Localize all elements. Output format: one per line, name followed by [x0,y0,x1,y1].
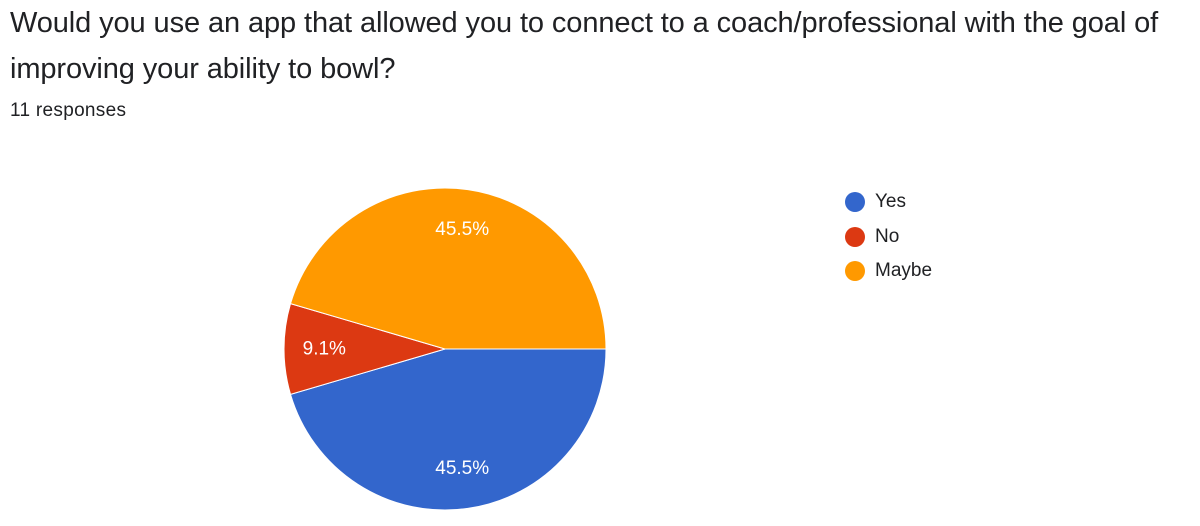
response-count: 11 responses [10,100,127,121]
pie-slices [283,187,607,511]
pie-slice-yes[interactable] [289,348,607,511]
pie-label-yes: 45.5% [435,458,489,479]
pie-slice-no[interactable] [283,303,447,395]
legend-label-maybe: Maybe [875,260,933,282]
legend-item-maybe[interactable]: Maybe [845,254,932,289]
legend-swatch-yes [845,192,865,213]
legend-swatch-maybe [845,261,865,282]
legend-item-yes[interactable]: Yes [845,185,932,220]
pie-label-no: 9.1% [303,339,346,360]
legend-label-yes: Yes [875,191,906,213]
pie-slice-labels: 45.5% 9.1% 45.5% [303,219,490,479]
legend-item-no[interactable]: No [845,220,932,255]
pie-label-maybe: 45.5% [435,219,489,240]
pie-slice-maybe[interactable] [289,187,607,350]
chart-legend: Yes No Maybe [845,185,932,289]
legend-label-no: No [875,225,900,247]
legend-swatch-no [845,226,865,247]
question-title: Would you use an app that allowed you to… [10,7,1159,85]
